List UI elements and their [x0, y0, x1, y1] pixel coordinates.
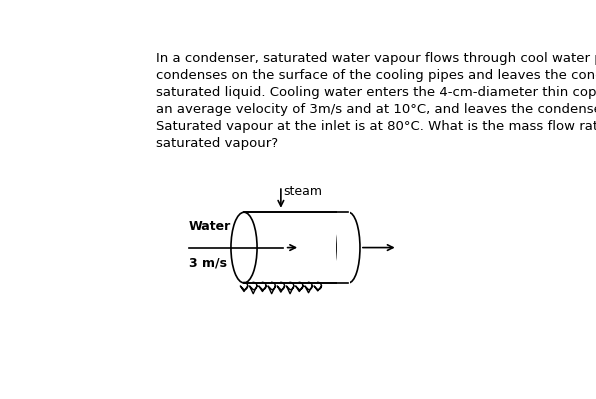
Text: 3 m/s: 3 m/s: [189, 257, 226, 269]
Bar: [337, 209, 350, 286]
Bar: [244, 212, 349, 283]
Text: Water: Water: [189, 219, 231, 233]
Ellipse shape: [231, 212, 257, 283]
Text: In a condenser, saturated water vapour flows through cool water pipes,
condenses: In a condenser, saturated water vapour f…: [156, 53, 596, 150]
Text: steam: steam: [283, 185, 322, 198]
Ellipse shape: [337, 212, 360, 283]
